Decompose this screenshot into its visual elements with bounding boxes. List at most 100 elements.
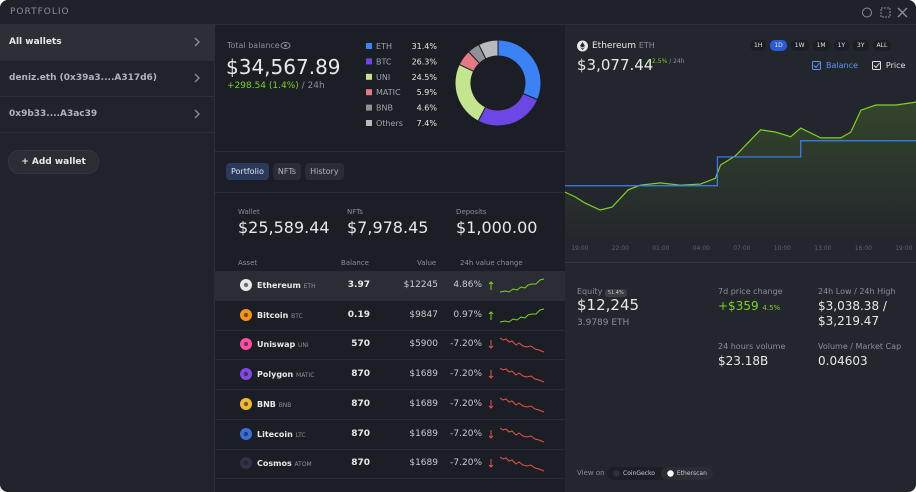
- summary-item: Wallet $25,589.44: [238, 208, 330, 237]
- tabs: Portfolio NFTs History: [226, 163, 344, 180]
- ratio-value: 0.04603: [818, 354, 868, 368]
- balance-label: Total balance: [227, 41, 280, 50]
- sparkline: [500, 367, 544, 383]
- table-row[interactable]: Litecoin LTC 870 $1689 -7.20%: [214, 420, 565, 450]
- asset-name: Ethereum: [257, 281, 301, 290]
- eth-icon: [577, 40, 588, 52]
- coin-glyph: [243, 401, 249, 406]
- change-arrow: [488, 281, 494, 290]
- range-button[interactable]: 1Y: [833, 40, 850, 51]
- tab[interactable]: History: [305, 163, 344, 180]
- sparkline: [500, 278, 544, 293]
- range-button[interactable]: 3Y: [853, 40, 869, 51]
- table-row[interactable]: Ethereum ETH 3.97 $12245 4.86%: [214, 271, 565, 301]
- sparkline: [500, 337, 544, 353]
- checkbox-check: [813, 62, 820, 69]
- change-arrow: [488, 399, 494, 409]
- arrow: [488, 310, 494, 320]
- link-pill[interactable]: CoinGecko: [607, 467, 661, 480]
- change-cell: -7.20%: [450, 369, 482, 380]
- sparkline-path: [500, 308, 544, 323]
- change-label: 7d price change: [718, 287, 783, 296]
- high-value: $3,219.47: [818, 314, 880, 328]
- wallet-item[interactable]: 0x9b33....A3ac39: [0, 97, 214, 133]
- toggle[interactable]: Price: [871, 61, 905, 70]
- coin-icon: [240, 338, 252, 351]
- summary-value: $25,589.44: [238, 218, 330, 237]
- summary-item: NFTs $7,978.45: [347, 208, 428, 237]
- balance-cell: 870: [351, 398, 370, 409]
- link-label: Etherscan: [676, 470, 707, 477]
- link-dot: [613, 470, 620, 477]
- table-header: Value: [417, 259, 437, 267]
- series-line: [565, 140, 916, 187]
- ratio-label: Volume / Market Cap: [818, 342, 902, 351]
- legend-value: 7.4%: [417, 119, 438, 128]
- legend-swatch: [366, 58, 372, 65]
- x-tick-label: 10:00: [774, 245, 791, 252]
- coin-icon: [240, 397, 252, 410]
- wallet-item[interactable]: All wallets: [0, 25, 214, 61]
- arrow: [488, 399, 494, 409]
- asset-symbol: ETH: [638, 41, 655, 50]
- sparkline: [500, 456, 544, 472]
- summary-label: NFTs: [347, 208, 363, 216]
- legend-swatch: [366, 89, 372, 96]
- sparkline-path: [500, 367, 544, 383]
- table-row[interactable]: Polygon MATIC 870 $1689 -7.20%: [214, 360, 565, 391]
- balance-amount: $34,567.89: [226, 55, 341, 79]
- change-arrow: [488, 310, 494, 320]
- wallet-item[interactable]: deniz.eth (0x39a3....A317d6): [0, 61, 214, 97]
- link-pill[interactable]: Etherscan: [660, 467, 713, 480]
- tab[interactable]: NFTs: [272, 163, 302, 180]
- table-header: 24h value change: [460, 259, 523, 267]
- x-tick-label: 07:00: [733, 245, 750, 252]
- legend-label: MATIC: [376, 88, 401, 97]
- settings-icon[interactable]: [880, 7, 891, 18]
- legend-swatch: [366, 43, 372, 49]
- close-icon[interactable]: [897, 7, 908, 18]
- balance-period: / 24h: [301, 81, 325, 91]
- balance-cell: 870: [351, 458, 370, 469]
- asset-panel: [565, 25, 916, 492]
- table-row[interactable]: BNB BNB 870 $1689 -7.20%: [214, 390, 565, 420]
- link-label: CoinGecko: [623, 470, 655, 477]
- range-buttons: 1H 1D 1W 1M 1Y 3Y ALL: [750, 40, 892, 51]
- equity-label: Equity: [577, 287, 603, 296]
- coin-glyph: [243, 342, 249, 347]
- window-controls[interactable]: [860, 6, 910, 19]
- asset-name: Cosmos: [257, 459, 292, 469]
- legend-value: 31.4%: [412, 42, 438, 51]
- coin-glyph: [243, 282, 249, 288]
- sparkline: [500, 427, 544, 442]
- sparkline-path: [500, 337, 544, 353]
- range-button[interactable]: ALL: [872, 40, 892, 51]
- legend-swatch: [366, 73, 372, 80]
- help-icon[interactable]: [862, 7, 872, 18]
- eye-icon[interactable]: [280, 41, 291, 50]
- range-button[interactable]: 1H: [750, 40, 767, 51]
- change-cell: -7.20%: [450, 428, 482, 439]
- legend-label: BTC: [376, 57, 392, 66]
- range-button[interactable]: 1W: [790, 40, 809, 51]
- asset-period: / 24h: [669, 58, 685, 65]
- legend-value: 4.6%: [417, 104, 438, 113]
- tab[interactable]: Portfolio: [226, 163, 269, 180]
- x-tick-label: 01:00: [652, 245, 669, 252]
- sparkline-path: [500, 456, 544, 472]
- add-wallet-button[interactable]: + Add wallet: [8, 150, 99, 174]
- divider: [214, 192, 565, 193]
- range-button[interactable]: 1M: [812, 40, 830, 51]
- value-cell: $5900: [409, 339, 438, 350]
- table-row[interactable]: Uniswap UNI 570 $5900 -7.20%: [214, 330, 565, 361]
- table-row[interactable]: Bitcoin BTC 0.19 $9847 0.97%: [214, 301, 565, 331]
- checkbox-box: [871, 61, 881, 70]
- toggle[interactable]: Balance: [812, 61, 858, 70]
- range-button[interactable]: 1D: [770, 40, 787, 51]
- table-row[interactable]: Cosmos ATOM 870 $1689 -7.20%: [214, 449, 565, 480]
- toggle-label: Balance: [826, 61, 858, 70]
- balance-change: +298.54 (1.4%): [227, 81, 299, 91]
- legend-swatch: [366, 104, 372, 111]
- change-arrow: [488, 429, 494, 439]
